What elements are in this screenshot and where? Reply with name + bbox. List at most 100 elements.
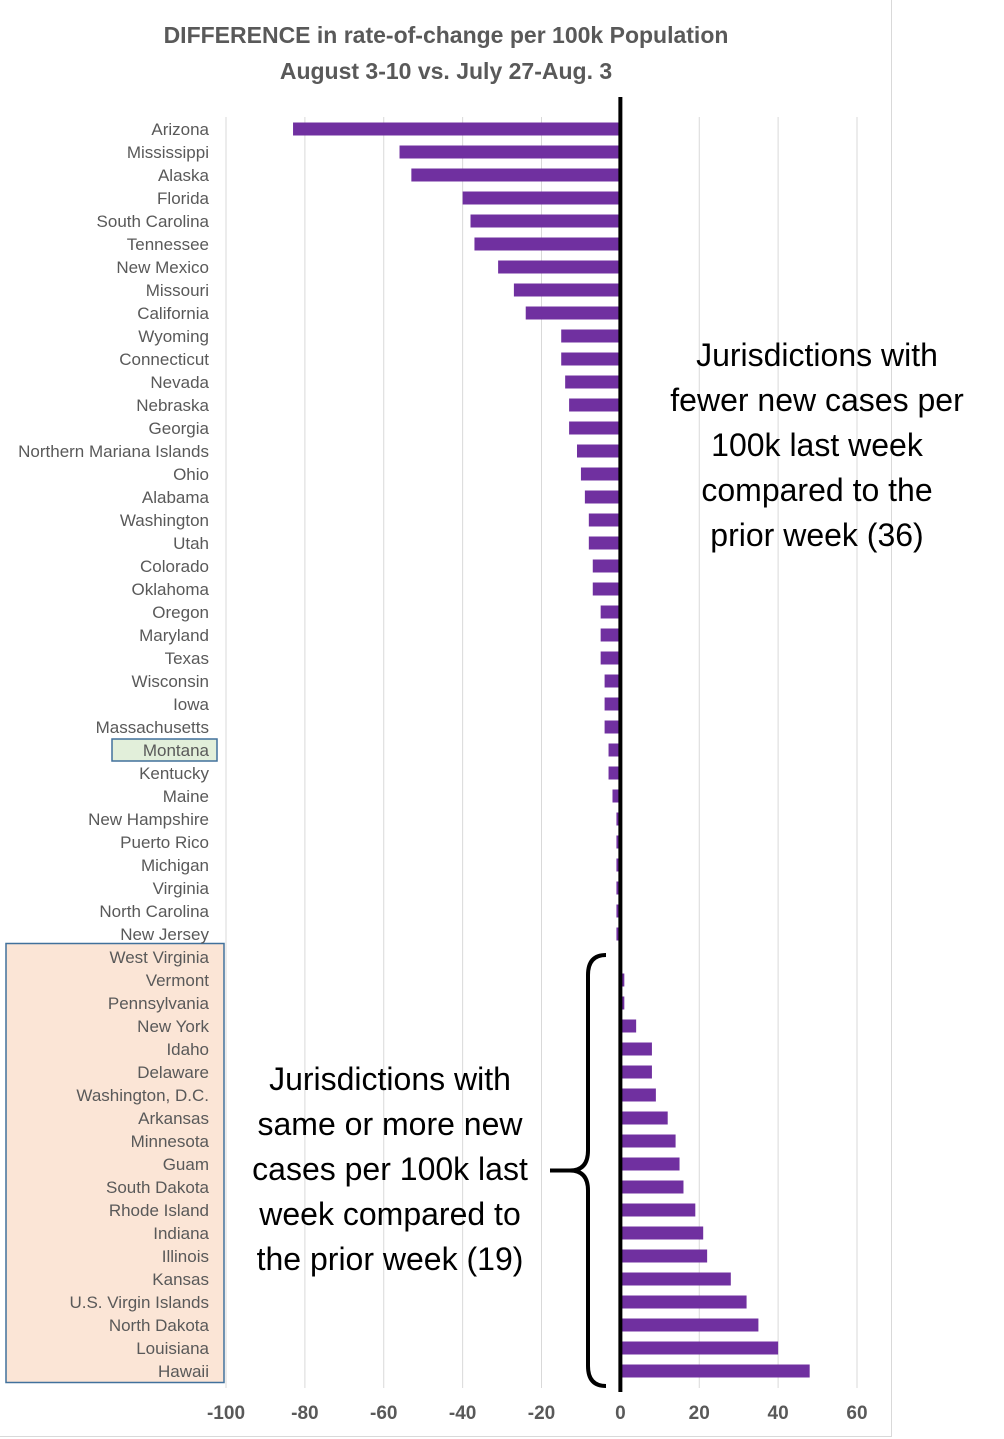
bar-42 bbox=[620, 1088, 656, 1102]
category-label-47: Rhode Island bbox=[109, 1201, 209, 1220]
bar-8 bbox=[525, 306, 621, 320]
annotation-fewer-cases: Jurisdictions with fewer new cases per 1… bbox=[650, 333, 984, 558]
category-label-35: New Jersey bbox=[120, 925, 209, 944]
bar-3 bbox=[462, 191, 621, 205]
category-label-49: Illinois bbox=[162, 1247, 209, 1266]
bar-49 bbox=[620, 1249, 708, 1263]
bar-51 bbox=[620, 1295, 747, 1309]
category-label-7: Missouri bbox=[146, 281, 209, 300]
bar-2 bbox=[411, 168, 621, 182]
category-label-14: Northern Mariana Islands bbox=[18, 442, 209, 461]
category-label-44: Minnesota bbox=[131, 1132, 210, 1151]
bar-28 bbox=[608, 766, 621, 780]
category-label-42: Washington, D.C. bbox=[76, 1086, 209, 1105]
bar-5 bbox=[474, 237, 621, 251]
annotation-fewer-line-1: Jurisdictions with bbox=[696, 337, 938, 373]
annotation-more-cases: Jurisdictions with same or more new case… bbox=[232, 1057, 548, 1282]
category-label-32: Michigan bbox=[141, 856, 209, 875]
category-label-27: Montana bbox=[143, 741, 210, 760]
category-label-28: Kentucky bbox=[139, 764, 209, 783]
x-tick-label-1: -80 bbox=[291, 1403, 318, 1424]
category-label-31: Puerto Rico bbox=[120, 833, 209, 852]
x-tick-label-0: -100 bbox=[207, 1403, 245, 1424]
x-tick-label-6: 20 bbox=[689, 1403, 710, 1424]
x-tick-label-2: -60 bbox=[370, 1403, 397, 1424]
chart-frame bbox=[0, 0, 892, 1437]
category-label-41: Delaware bbox=[137, 1063, 209, 1082]
x-tick-label-7: 40 bbox=[768, 1403, 789, 1424]
bar-9 bbox=[561, 329, 621, 343]
bar-29 bbox=[612, 789, 621, 803]
increase-group-box bbox=[5, 942, 225, 1384]
category-label-29: Maine bbox=[163, 787, 209, 806]
chart-title-line-2: August 3-10 vs. July 27-Aug. 3 bbox=[279, 58, 613, 84]
bar-16 bbox=[584, 490, 621, 504]
bar-39 bbox=[620, 1019, 637, 1033]
category-label-12: Nebraska bbox=[136, 396, 209, 415]
category-label-39: New York bbox=[137, 1017, 209, 1036]
category-label-19: Colorado bbox=[140, 557, 209, 576]
annotation-more-line-1: Jurisdictions with bbox=[269, 1061, 511, 1097]
bar-48 bbox=[620, 1226, 704, 1240]
bar-46 bbox=[620, 1180, 684, 1194]
bar-0 bbox=[293, 122, 621, 136]
bar-24 bbox=[604, 674, 621, 688]
category-label-54: Hawaii bbox=[158, 1362, 209, 1381]
x-tick-label-3: -40 bbox=[449, 1403, 476, 1424]
category-label-16: Alabama bbox=[142, 488, 210, 507]
bar-6 bbox=[498, 260, 621, 274]
bar-43 bbox=[620, 1111, 668, 1125]
bar-14 bbox=[576, 444, 621, 458]
category-label-52: North Dakota bbox=[109, 1316, 210, 1335]
category-label-0: Arizona bbox=[151, 120, 209, 139]
category-label-38: Pennsylvania bbox=[108, 994, 210, 1013]
bar-41 bbox=[620, 1065, 652, 1079]
category-label-11: Nevada bbox=[150, 373, 209, 392]
bar-20 bbox=[592, 582, 621, 596]
category-label-13: Georgia bbox=[149, 419, 210, 438]
bar-18 bbox=[588, 536, 621, 550]
bar-22 bbox=[600, 628, 621, 642]
category-label-34: North Carolina bbox=[99, 902, 209, 921]
category-label-2: Alaska bbox=[158, 166, 210, 185]
x-tick-label-4: -20 bbox=[528, 1403, 555, 1424]
category-label-37: Vermont bbox=[146, 971, 210, 990]
category-label-8: California bbox=[137, 304, 209, 323]
bar-21 bbox=[600, 605, 621, 619]
category-label-3: Florida bbox=[157, 189, 210, 208]
bar-10 bbox=[561, 352, 621, 366]
annotation-more-line-5: the prior week (19) bbox=[256, 1241, 524, 1277]
category-label-36: West Virginia bbox=[109, 948, 209, 967]
curly-brace bbox=[569, 953, 607, 1388]
bar-40 bbox=[620, 1042, 652, 1056]
category-label-53: Louisiana bbox=[136, 1339, 209, 1358]
x-tick-label-8: 60 bbox=[846, 1403, 867, 1424]
category-label-48: Indiana bbox=[153, 1224, 209, 1243]
category-label-9: Wyoming bbox=[138, 327, 209, 346]
annotation-fewer-line-2: fewer new cases per bbox=[670, 382, 964, 418]
annotation-fewer-line-3: 100k last week bbox=[711, 427, 923, 463]
category-label-40: Idaho bbox=[166, 1040, 209, 1059]
category-label-17: Washington bbox=[120, 511, 209, 530]
annotation-fewer-line-5: prior week (36) bbox=[710, 517, 924, 553]
category-label-51: U.S. Virgin Islands bbox=[69, 1293, 209, 1312]
highlight-box-montana bbox=[111, 738, 218, 762]
category-label-10: Connecticut bbox=[119, 350, 209, 369]
bar-19 bbox=[592, 559, 621, 573]
bar-53 bbox=[620, 1341, 779, 1355]
bar-15 bbox=[580, 467, 621, 481]
bar-17 bbox=[588, 513, 621, 527]
bar-12 bbox=[569, 398, 621, 412]
bar-11 bbox=[565, 375, 621, 389]
bar-27 bbox=[608, 743, 621, 757]
annotation-more-line-4: week compared to bbox=[259, 1196, 521, 1232]
category-label-20: Oklahoma bbox=[132, 580, 210, 599]
category-label-30: New Hampshire bbox=[88, 810, 209, 829]
bar-54 bbox=[620, 1364, 810, 1378]
bar-44 bbox=[620, 1134, 676, 1148]
category-label-21: Oregon bbox=[152, 603, 209, 622]
category-label-46: South Dakota bbox=[106, 1178, 210, 1197]
category-label-45: Guam bbox=[163, 1155, 209, 1174]
category-label-4: South Carolina bbox=[97, 212, 210, 231]
